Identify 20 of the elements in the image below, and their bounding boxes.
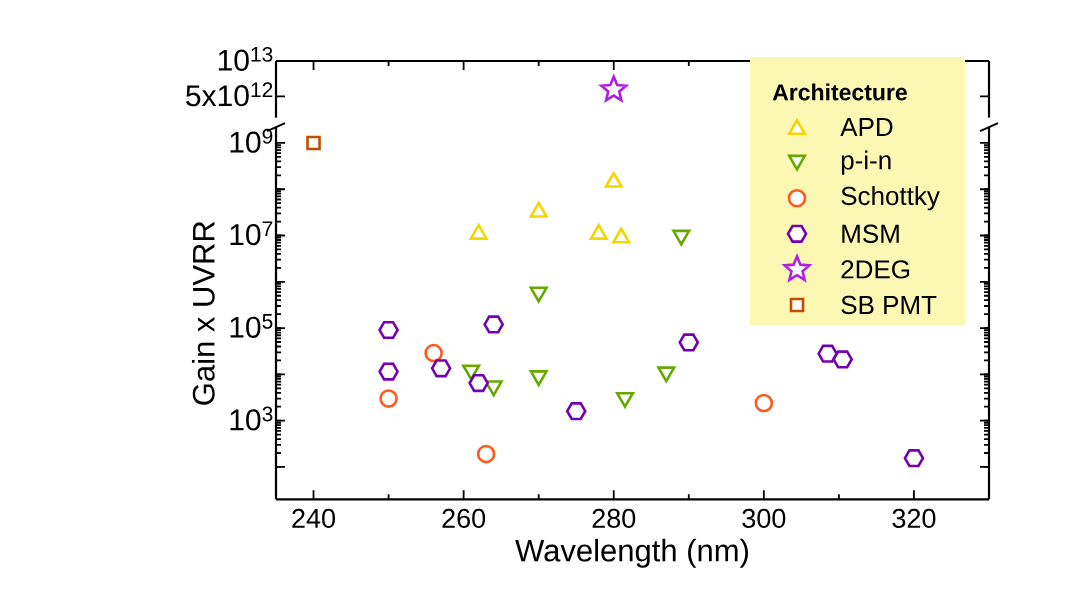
x-axis-title: Wavelength (nm) bbox=[515, 538, 748, 568]
y-tick-label: 10$^{5}$ bbox=[230, 314, 273, 338]
y-tick-label: 10$^{7}$ bbox=[230, 221, 273, 246]
legend-title: Architecture bbox=[772, 83, 907, 101]
x-tick-label: 240 bbox=[292, 508, 335, 528]
x-tick-label: 260 bbox=[442, 508, 486, 528]
legend-label: p-i-n bbox=[841, 150, 891, 175]
x-tick-label: 320 bbox=[892, 508, 936, 528]
y-tick-label: 5x10$^{12}$ bbox=[186, 82, 273, 107]
y-tick-label: 10$^{9}$ bbox=[230, 128, 273, 153]
x-tick-label: 280 bbox=[592, 508, 636, 528]
x-tick-label: 300 bbox=[742, 508, 786, 528]
legend-label: APD bbox=[840, 118, 893, 136]
y-axis-title: Gain x UVRR bbox=[191, 221, 215, 405]
legend-label: Schottky bbox=[841, 186, 940, 211]
legend-label: MSM bbox=[842, 224, 899, 243]
y-tick-label: 10$^{3}$ bbox=[230, 406, 273, 431]
y-tick-label: 10$^{13}$ bbox=[218, 46, 273, 71]
legend-label: SB PMT bbox=[841, 295, 937, 315]
legend-label: 2DEG bbox=[841, 260, 910, 279]
